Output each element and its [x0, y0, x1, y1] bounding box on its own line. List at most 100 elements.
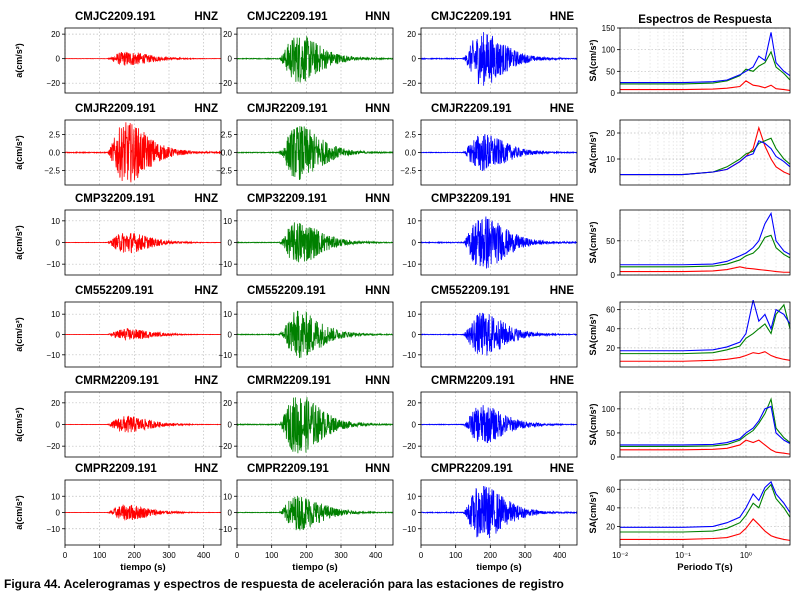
y-tick-label: 20: [407, 399, 416, 408]
y-tick-label: 10: [223, 217, 232, 226]
x-tick-label: 0: [419, 551, 424, 560]
y-tick-label: −10: [402, 351, 416, 360]
spectrum-curve-hne: [620, 299, 791, 352]
y-tick-label: −10: [402, 525, 416, 534]
spectrum-curve-hnz: [620, 351, 791, 362]
spectrum-y-tick-label: 0: [611, 89, 616, 98]
y-tick-label: 20: [51, 399, 60, 408]
spectrum-y-axis-label: SA(cm/s²): [588, 403, 598, 445]
spectrum-frame: [619, 209, 791, 276]
y-tick-label: 10: [407, 310, 416, 319]
spectrum-y-tick-label: 100: [602, 46, 616, 55]
panel-component-label: HNZ: [194, 11, 218, 23]
panel-station-name: CMRM2209.191: [247, 375, 331, 387]
spectra-title: Espectros de Respuesta: [638, 14, 772, 26]
y-tick-label: 20: [223, 399, 232, 408]
spectrum-y-axis-label: SA(cm/s²): [588, 39, 598, 81]
y-tick-label: −2.5: [400, 167, 416, 176]
panel-component-label: HNZ: [194, 463, 218, 475]
x-tick-label: 200: [484, 551, 498, 560]
y-tick-label: 10: [223, 310, 232, 319]
waveform-trace: [236, 222, 393, 263]
spectrum-y-tick-label: 20: [606, 129, 615, 138]
panel-station-name: CM552209.191: [247, 285, 326, 297]
spectrum-y-tick-label: 20: [606, 344, 615, 353]
accel-y-axis-label: a(cm/s²): [14, 407, 24, 442]
panel-station-name: CMJR2209.191: [75, 103, 156, 115]
waveform-trace: [420, 312, 578, 356]
x-tick-label: 400: [553, 551, 567, 560]
spectrum-curve-hne: [620, 32, 791, 84]
y-tick-label: 10: [51, 492, 60, 501]
panel-component-label: HNE: [550, 375, 575, 387]
y-tick-label: 0.0: [221, 149, 233, 158]
x-tick-label: 100: [265, 551, 279, 560]
panel-station-name: CMP32209.191: [247, 193, 328, 205]
spectrum-y-tick-label: 40: [606, 325, 615, 334]
spectrum-curve-hne: [620, 140, 791, 176]
spectrum-frame: [619, 119, 791, 186]
y-tick-label: 2.5: [405, 130, 417, 139]
spectrum-y-tick-label: 100: [602, 405, 616, 414]
y-tick-label: 0: [228, 55, 233, 64]
panel-component-label: HNN: [365, 463, 390, 475]
spectrum-curve-hnz: [620, 439, 791, 455]
x-tick-label: 100: [449, 551, 463, 560]
y-tick-label: −20: [46, 442, 60, 451]
y-tick-label: 0: [412, 55, 417, 64]
panel-station-name: CMRM2209.191: [75, 375, 159, 387]
spectrum-y-tick-label: 50: [606, 237, 615, 246]
y-tick-label: 0: [228, 331, 233, 340]
panel-station-name: CMJC2209.191: [431, 11, 512, 23]
spectrum-curve-hne: [620, 480, 791, 528]
waveform-trace: [64, 504, 222, 521]
spectrum-y-tick-label: 0: [611, 453, 616, 462]
x-tick-label: 100: [93, 551, 107, 560]
panel-component-label: HNN: [365, 193, 390, 205]
y-tick-label: 2.5: [49, 130, 61, 139]
y-tick-label: 0: [56, 509, 61, 518]
y-tick-label: 10: [51, 217, 60, 226]
panel-station-name: CMJR2209.191: [247, 103, 328, 115]
y-tick-label: 20: [51, 30, 60, 39]
y-tick-label: −2.5: [44, 167, 60, 176]
waveform-trace: [64, 51, 222, 66]
panel-component-label: HNE: [550, 103, 575, 115]
spectrum-curve-hne: [620, 211, 791, 266]
panel-component-label: HNN: [365, 103, 390, 115]
waveform-trace: [236, 36, 394, 83]
panel-station-name: CMP32209.191: [431, 193, 512, 205]
panel-component-label: HNE: [550, 11, 575, 23]
y-tick-label: 0: [412, 509, 417, 518]
waveform-trace: [64, 415, 222, 433]
panel-component-label: HNN: [365, 285, 390, 297]
y-tick-label: −20: [46, 79, 60, 88]
x-tick-label: 300: [334, 551, 348, 560]
y-tick-label: −20: [218, 79, 232, 88]
accel-y-axis-label: a(cm/s²): [14, 135, 24, 170]
waveform-trace: [236, 397, 394, 454]
y-tick-label: 0: [412, 421, 417, 430]
y-tick-label: 0: [56, 421, 61, 430]
spectrum-curve-hnz: [620, 125, 791, 176]
plot-frame: [236, 27, 394, 94]
y-tick-label: 2.5: [221, 130, 233, 139]
waveform-trace: [420, 486, 578, 539]
accel-y-axis-label: a(cm/s²): [14, 317, 24, 352]
panel-station-name: CMJC2209.191: [247, 11, 328, 23]
spectrum-y-tick-label: 50: [606, 429, 615, 438]
waveform-trace: [420, 134, 578, 172]
x-axis-label: tiempo (s): [120, 562, 165, 573]
y-tick-label: 0: [228, 239, 233, 248]
spectrum-y-tick-label: 150: [602, 24, 616, 33]
spectrum-x-tick-label: 10⁰: [740, 551, 752, 560]
y-tick-label: 10: [223, 492, 232, 501]
y-tick-label: 20: [223, 30, 232, 39]
y-tick-label: 10: [51, 310, 60, 319]
y-tick-label: 20: [407, 30, 416, 39]
panel-station-name: CM552209.191: [75, 285, 154, 297]
waveform-trace: [236, 495, 394, 531]
y-tick-label: −10: [402, 260, 416, 269]
spectrum-y-axis-label: SA(cm/s²): [588, 131, 598, 173]
